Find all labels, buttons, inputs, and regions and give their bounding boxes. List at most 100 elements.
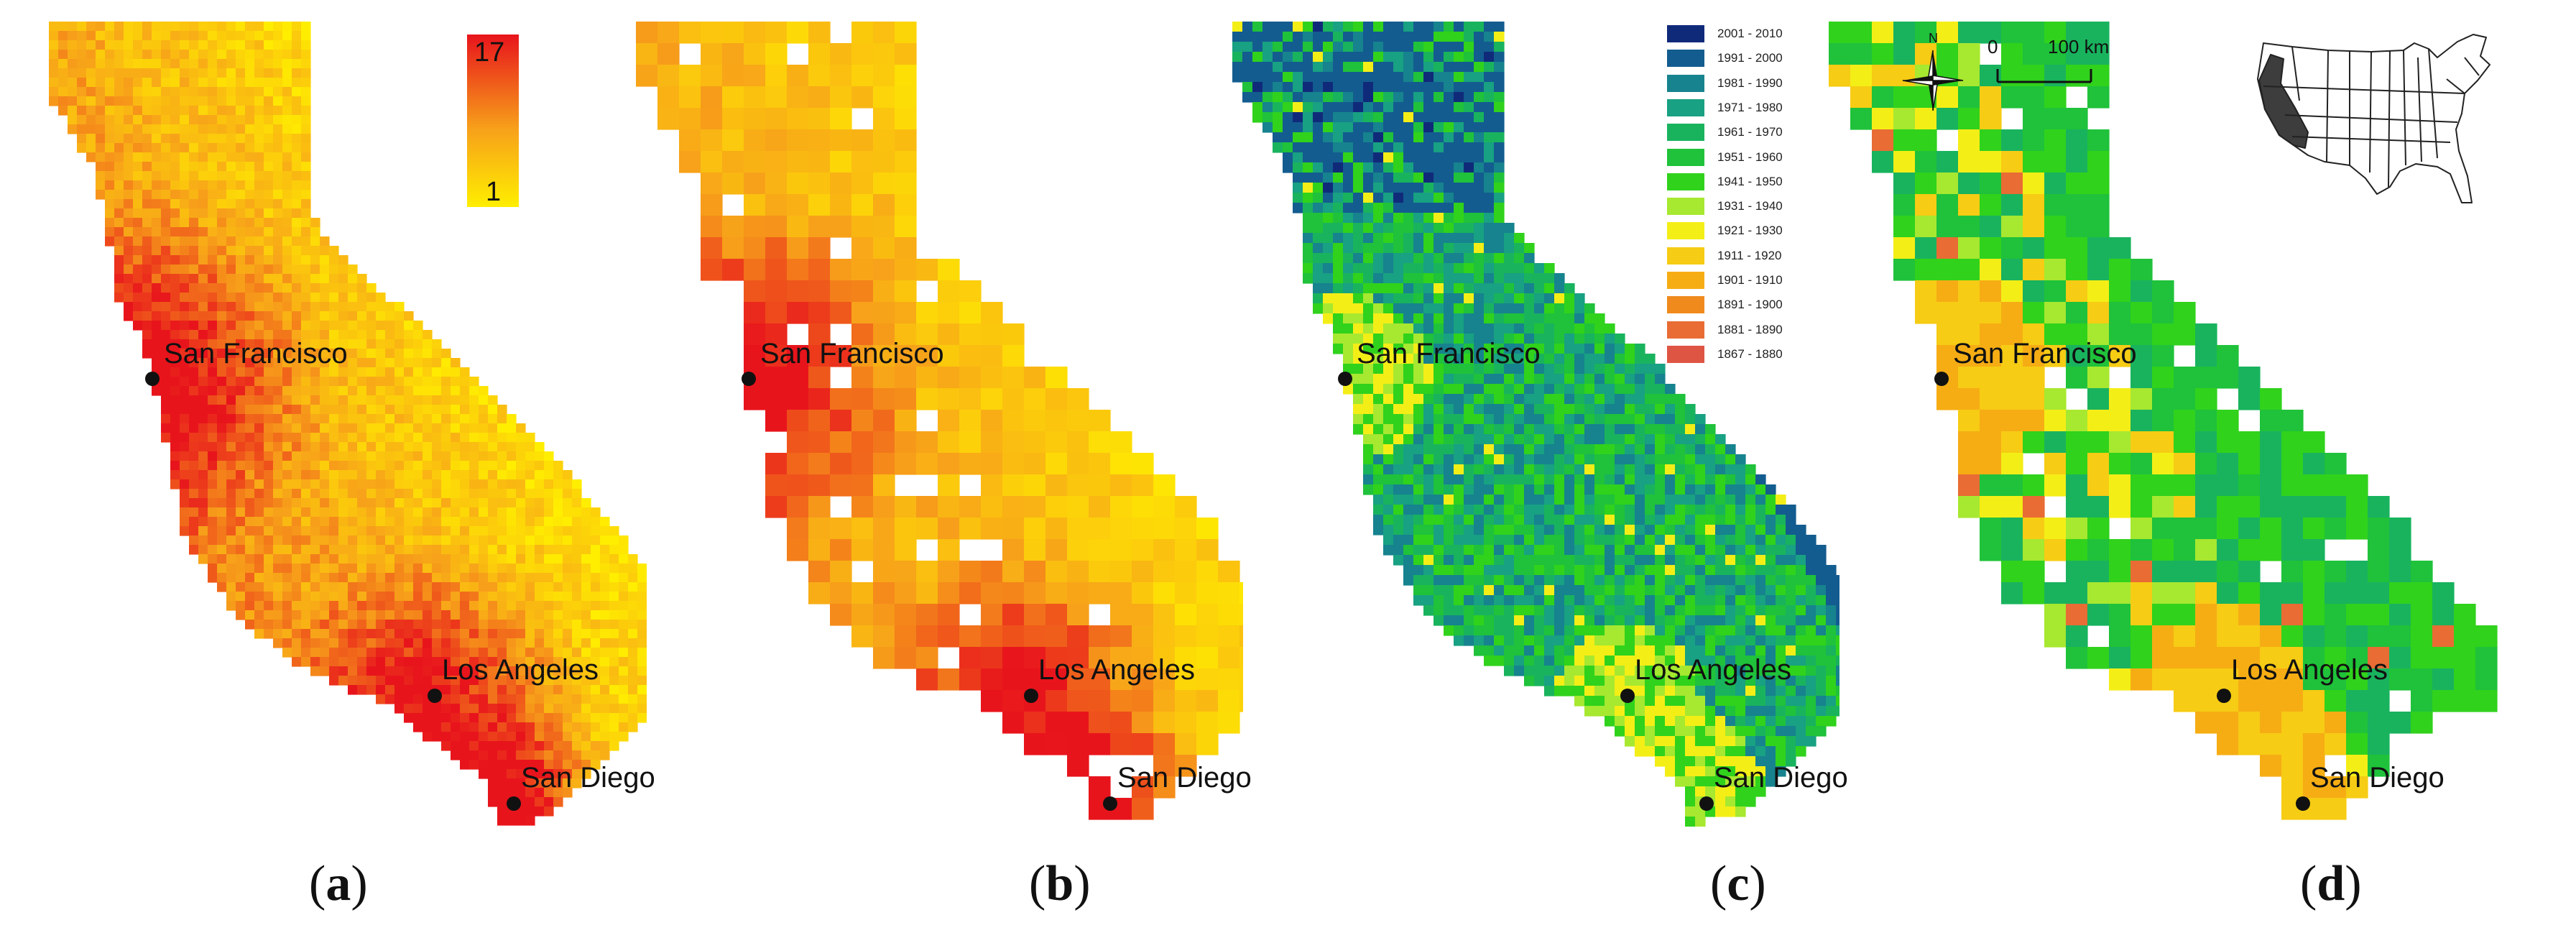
map-cell bbox=[310, 283, 320, 293]
city-marker-san-diego bbox=[1103, 796, 1117, 811]
map-cell bbox=[142, 236, 152, 247]
map-cell bbox=[1413, 32, 1424, 42]
map-cell bbox=[236, 208, 246, 219]
map-cell bbox=[563, 657, 573, 667]
map-cell bbox=[619, 722, 629, 732]
map-cell bbox=[1444, 132, 1454, 143]
map-cell bbox=[497, 666, 507, 676]
map-cell bbox=[1434, 243, 1444, 254]
map-cell bbox=[441, 498, 451, 508]
map-cell bbox=[1735, 505, 1746, 515]
map-cell bbox=[1695, 434, 1706, 445]
map-cell bbox=[525, 778, 535, 788]
map-cell bbox=[1423, 323, 1434, 334]
map-cell bbox=[1574, 495, 1585, 505]
map-cell bbox=[245, 377, 255, 387]
map-cell bbox=[357, 423, 367, 433]
map-cell bbox=[1464, 303, 1474, 314]
map-cell bbox=[808, 496, 831, 518]
map-cell bbox=[226, 601, 236, 611]
map-cell bbox=[628, 657, 638, 667]
map-cell bbox=[1303, 263, 1314, 274]
map-cell bbox=[460, 489, 470, 499]
map-cell bbox=[301, 554, 311, 564]
map-cell bbox=[497, 507, 507, 518]
map-cell bbox=[1333, 303, 1344, 314]
map-cell bbox=[1132, 539, 1154, 561]
map-cell bbox=[451, 489, 461, 499]
map-cell bbox=[366, 620, 377, 630]
map-cell bbox=[254, 115, 264, 125]
map-cell bbox=[1786, 545, 1796, 556]
map-cell bbox=[404, 451, 414, 461]
map-cell bbox=[226, 517, 236, 527]
map-cell bbox=[198, 236, 208, 247]
map-cell bbox=[1413, 22, 1424, 32]
map-cell bbox=[198, 377, 208, 387]
map-cell bbox=[245, 582, 255, 592]
map-cell bbox=[581, 732, 591, 742]
map-cell bbox=[591, 657, 601, 667]
map-cell bbox=[1423, 595, 1434, 606]
map-cell bbox=[217, 218, 227, 228]
map-cell bbox=[1333, 152, 1344, 163]
map-cell bbox=[189, 498, 199, 508]
map-cell bbox=[1383, 424, 1394, 435]
map-cell bbox=[357, 535, 367, 546]
map-cell bbox=[1484, 233, 1495, 244]
map-cell bbox=[479, 704, 489, 714]
map-cell bbox=[1594, 555, 1605, 566]
map-cell bbox=[142, 283, 152, 293]
map-cell bbox=[1594, 384, 1605, 395]
map-cell bbox=[1293, 72, 1303, 83]
map-cell bbox=[189, 246, 199, 256]
map-cell bbox=[170, 106, 180, 116]
map-cell bbox=[338, 676, 348, 686]
map-cell bbox=[1504, 334, 1515, 344]
map-cell bbox=[301, 517, 311, 527]
map-cell bbox=[1735, 525, 1746, 535]
map-cell bbox=[765, 194, 788, 216]
map-cell bbox=[981, 345, 1003, 367]
map-cell bbox=[236, 545, 246, 555]
map-cell bbox=[1403, 273, 1414, 284]
map-cell bbox=[1776, 525, 1786, 535]
map-cell bbox=[1454, 444, 1464, 455]
map-cell bbox=[441, 564, 451, 574]
map-cell bbox=[460, 395, 470, 405]
map-cell bbox=[765, 173, 788, 195]
map-cell bbox=[1252, 32, 1263, 42]
map-cell bbox=[1393, 243, 1404, 254]
map-cell bbox=[394, 461, 405, 471]
map-cell bbox=[310, 395, 320, 405]
map-cell bbox=[581, 713, 591, 723]
map-cell bbox=[208, 59, 218, 69]
map-cell bbox=[357, 461, 367, 471]
map-cell bbox=[1504, 303, 1515, 314]
map-cell bbox=[198, 302, 208, 312]
map-cell bbox=[701, 108, 723, 130]
map-cell bbox=[1434, 464, 1444, 475]
map-cell bbox=[1605, 364, 1615, 374]
map-cell bbox=[1494, 404, 1505, 415]
map-cell bbox=[873, 367, 895, 389]
map-cell bbox=[357, 582, 367, 592]
map-cell bbox=[124, 106, 134, 116]
map-cell bbox=[1454, 112, 1464, 123]
map-cell bbox=[1594, 364, 1605, 374]
map-cell bbox=[264, 535, 274, 546]
map-cell bbox=[600, 517, 610, 527]
map-cell bbox=[245, 68, 255, 78]
map-cell bbox=[301, 526, 311, 536]
map-cell bbox=[208, 274, 218, 284]
map-cell bbox=[1333, 243, 1344, 254]
map-cell bbox=[189, 50, 199, 60]
map-cell bbox=[563, 470, 573, 480]
map-cell bbox=[1403, 334, 1414, 344]
map-cell bbox=[516, 433, 526, 443]
map-cell bbox=[1239, 668, 1243, 691]
map-cell bbox=[1534, 293, 1545, 304]
map-cell bbox=[1544, 575, 1555, 586]
map-cell bbox=[1464, 52, 1474, 63]
map-cell bbox=[722, 151, 744, 173]
